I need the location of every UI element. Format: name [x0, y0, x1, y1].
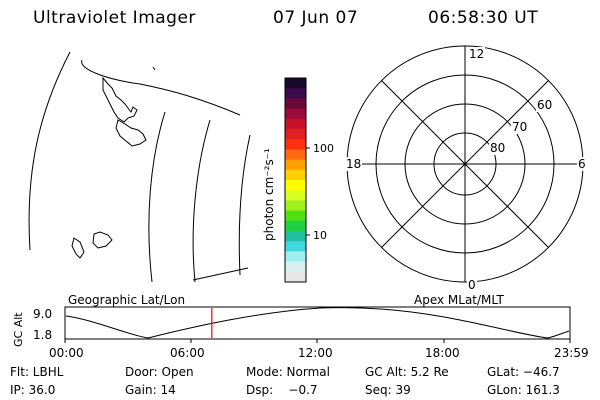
gain-info: Gain: 14	[125, 383, 176, 397]
gc-alt-info: GC Alt: 5.2 Re	[365, 365, 449, 379]
colorbar-swatch	[285, 78, 306, 89]
glat-info: GLat: −46.7	[487, 365, 560, 379]
apex-label: Apex MLat/MLT	[414, 293, 504, 307]
colorbar-swatch	[285, 180, 306, 191]
colorbar-swatch	[285, 210, 306, 222]
timeline-x-tick-1800: 18:00	[425, 346, 460, 360]
mlt-label-6: 6	[577, 157, 587, 171]
lat-label-60: 60	[536, 98, 554, 112]
timeline-y-tick-top: 9.0	[33, 307, 53, 321]
colorbar-swatch	[285, 129, 306, 140]
colorbar-swatch	[285, 261, 306, 273]
lat-label-70: 70	[511, 120, 529, 134]
date-label: 07 Jun 07	[273, 8, 359, 28]
colorbar-tick-100: 100	[313, 142, 334, 155]
mlt-label-0: 0	[467, 278, 477, 292]
colorbar-swatch	[285, 108, 306, 120]
dsp-info: Dsp: −0.7	[246, 383, 318, 397]
timeline-x-tick-2359: 23:59	[554, 346, 589, 360]
geographic-label: Geographic Lat/Lon	[68, 293, 186, 307]
colorbar-swatch	[285, 169, 306, 181]
colorbar-swatch	[285, 220, 306, 232]
lat-label-80: 80	[489, 141, 507, 155]
colorbar-swatch	[285, 231, 306, 242]
colorbar-swatch	[285, 98, 306, 110]
seq-info: Seq: 39	[365, 383, 411, 397]
colorbar-swatch	[285, 251, 306, 263]
timeline-y-tick-bottom: 1.8	[33, 328, 53, 342]
page-title: Ultraviolet Imager	[33, 8, 196, 28]
colorbar-swatch	[285, 200, 306, 212]
ip-info: IP: 36.0	[10, 383, 56, 397]
colorbar-swatch	[285, 149, 306, 161]
colorbar-tick-10: 10	[313, 229, 327, 242]
colorbar-swatch	[285, 271, 306, 283]
colorbar-swatch	[285, 241, 306, 252]
door-info: Door: Open	[125, 365, 194, 379]
timeline-x-tick-0000: 00:00	[49, 346, 84, 360]
colorbar-swatch	[285, 190, 306, 201]
timeline-x-tick-1200: 12:00	[298, 346, 333, 360]
colorbar-swatch	[285, 118, 306, 130]
mlt-label-12: 12	[468, 47, 486, 61]
colorbar-swatch	[285, 88, 306, 99]
mode-info: Mode: Normal	[246, 365, 330, 379]
timeline-x-tick-0600: 06:00	[170, 346, 205, 360]
colorbar-swatch	[285, 159, 306, 171]
timeline-y-axis-label: GC Alt	[12, 312, 25, 347]
time-label: 06:58:30 UT	[428, 8, 539, 28]
colorbar	[284, 77, 310, 283]
glon-info: GLon: 161.3	[487, 383, 560, 397]
colorbar-swatch	[285, 139, 306, 150]
mlt-label-18: 18	[345, 157, 363, 171]
filter-info: Flt: LBHL	[10, 365, 64, 379]
colorbar-unit-label: photon cm⁻²s⁻¹	[262, 148, 276, 241]
coastline	[71, 66, 156, 259]
